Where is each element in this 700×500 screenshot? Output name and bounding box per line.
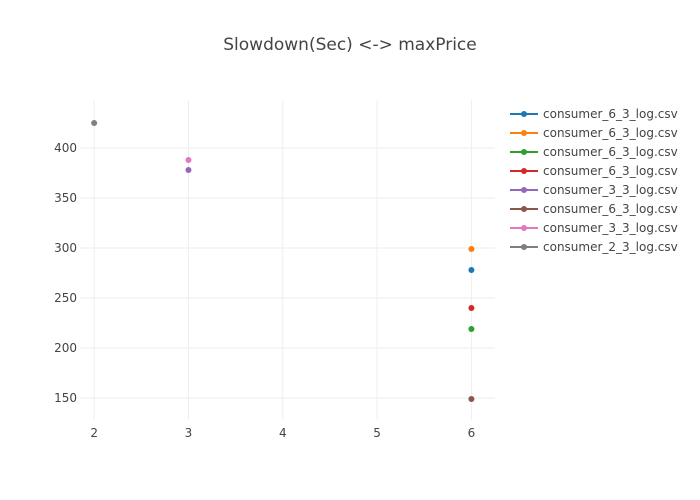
x-tick-label: 4 (279, 426, 287, 440)
legend-swatch-marker (521, 244, 527, 250)
legend-swatch-marker (521, 168, 527, 174)
legend[interactable]: consumer_6_3_log.csv consumer_6_3_log.csv… (510, 107, 678, 254)
legend-swatch-marker (521, 225, 527, 231)
legend-label: consumer_2_3_log.csv (543, 240, 678, 254)
legend-swatch-marker (521, 206, 527, 212)
data-points (91, 120, 475, 402)
y-tick-label: 350 (54, 191, 77, 205)
legend-swatch-marker (521, 149, 527, 155)
x-tick-label: 6 (468, 426, 476, 440)
data-point[interactable] (468, 396, 475, 402)
axis-ticks: 2 3 4 5 6 150 200 250 300 350 400 (54, 141, 475, 440)
x-tick-label: 3 (185, 426, 193, 440)
legend-label: consumer_6_3_log.csv (543, 164, 678, 178)
legend-swatch-marker (521, 111, 527, 117)
legend-item[interactable]: consumer_6_3_log.csv (510, 145, 678, 159)
legend-label: consumer_6_3_log.csv (543, 202, 678, 216)
x-tick-label: 5 (373, 426, 381, 440)
legend-item[interactable]: consumer_2_3_log.csv (510, 240, 678, 254)
data-point[interactable] (468, 326, 475, 332)
legend-item[interactable]: consumer_3_3_log.csv (510, 183, 678, 197)
legend-swatch-marker (521, 187, 527, 193)
legend-label: consumer_6_3_log.csv (543, 145, 678, 159)
data-point[interactable] (468, 305, 475, 311)
legend-label: consumer_6_3_log.csv (543, 107, 678, 121)
y-tick-label: 150 (54, 391, 77, 405)
chart-title: Slowdown(Sec) <-> maxPrice (223, 35, 477, 55)
data-point[interactable] (468, 246, 475, 252)
y-tick-label: 250 (54, 291, 77, 305)
legend-label: consumer_3_3_log.csv (543, 183, 678, 197)
y-tick-label: 300 (54, 241, 77, 255)
y-tick-label: 200 (54, 341, 77, 355)
data-point[interactable] (185, 157, 192, 163)
legend-item[interactable]: consumer_6_3_log.csv (510, 126, 678, 140)
legend-item[interactable]: consumer_3_3_log.csv (510, 221, 678, 235)
legend-label: consumer_6_3_log.csv (543, 126, 678, 140)
grid-lines (80, 100, 495, 420)
legend-label: consumer_3_3_log.csv (543, 221, 678, 235)
legend-item[interactable]: consumer_6_3_log.csv (510, 164, 678, 178)
legend-item[interactable]: consumer_6_3_log.csv (510, 107, 678, 121)
data-point[interactable] (468, 267, 475, 273)
legend-swatch-marker (521, 130, 527, 136)
data-point[interactable] (91, 120, 98, 126)
data-point[interactable] (185, 167, 192, 173)
legend-item[interactable]: consumer_6_3_log.csv (510, 202, 678, 216)
y-tick-label: 400 (54, 141, 77, 155)
x-tick-label: 2 (90, 426, 98, 440)
